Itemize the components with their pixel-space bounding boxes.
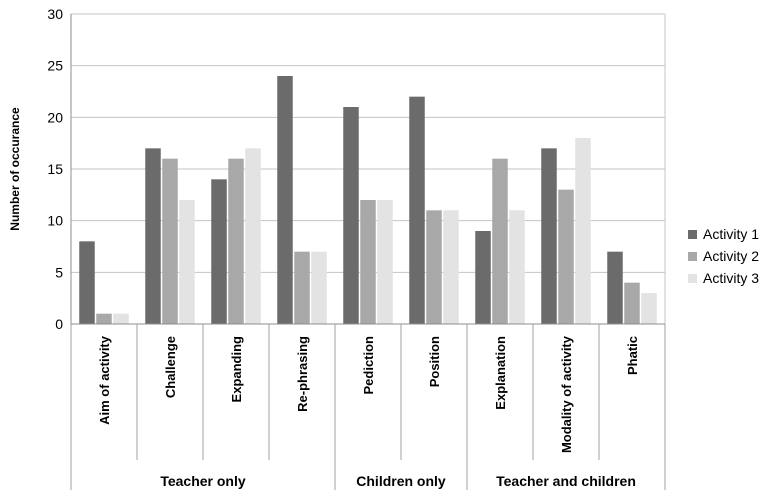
- y-tick-label: 25: [47, 58, 63, 74]
- legend-label: Activity 3: [703, 270, 759, 286]
- x-group-labels: Teacher only Children only Teacher and chi…: [160, 473, 636, 489]
- bar: [443, 210, 459, 324]
- x-group-label: Teacher and children: [496, 473, 636, 489]
- bar: [641, 293, 657, 324]
- y-tick-label: 15: [47, 161, 63, 177]
- bar: [377, 200, 393, 324]
- bar: [245, 148, 261, 324]
- bar: [294, 251, 310, 324]
- legend: Activity 1 Activity 2 Activity 3: [688, 226, 759, 286]
- bar: [343, 107, 359, 324]
- bars: [79, 76, 657, 325]
- bar: [492, 158, 508, 324]
- y-tick-label: 0: [55, 316, 63, 332]
- bar: [211, 179, 227, 324]
- y-tick-labels: 0 5 10 15 20 25 30: [47, 6, 63, 332]
- x-category-label: Explanation: [493, 336, 508, 410]
- x-category-label: Modality of activity: [559, 335, 574, 453]
- axes: [70, 14, 666, 490]
- bar: [409, 96, 425, 325]
- bar: [509, 210, 525, 324]
- x-category-labels: Aim of activity Challenge Expanding Re-phra…: [97, 335, 640, 453]
- x-category-label: Position: [427, 336, 442, 387]
- bar: [360, 200, 376, 324]
- legend-swatch: [688, 274, 697, 283]
- bar: [162, 158, 178, 324]
- bar: [311, 251, 327, 324]
- bar: [145, 148, 161, 324]
- x-group-label: Teacher only: [160, 473, 246, 489]
- y-tick-label: 30: [47, 6, 63, 22]
- legend-swatch: [688, 252, 697, 261]
- x-category-label: Aim of activity: [97, 335, 112, 425]
- bar: [607, 251, 623, 324]
- y-tick-label: 5: [55, 264, 63, 280]
- bar: [475, 231, 491, 324]
- x-category-label: Pediction: [361, 336, 376, 395]
- legend-swatch: [688, 230, 697, 239]
- bar: [541, 148, 557, 324]
- legend-label: Activity 2: [703, 248, 759, 264]
- bar: [558, 189, 574, 324]
- y-axis-label: Number of occurance: [8, 107, 22, 231]
- bar: [179, 200, 195, 324]
- x-category-label: Challenge: [163, 336, 178, 398]
- bar: [113, 313, 129, 324]
- x-category-label: Phatic: [625, 336, 640, 375]
- legend-label: Activity 1: [703, 226, 759, 242]
- bar: [624, 282, 640, 324]
- bar: [575, 138, 591, 324]
- bar: [228, 158, 244, 324]
- x-group-label: Children only: [356, 473, 446, 489]
- x-category-label: Expanding: [229, 336, 244, 403]
- bar: [277, 76, 293, 324]
- y-tick-label: 10: [47, 213, 63, 229]
- y-tick-label: 20: [47, 109, 63, 125]
- bar: [96, 313, 112, 324]
- x-category-label: Re-phrasing: [295, 336, 310, 412]
- bar: [79, 241, 95, 324]
- bar: [426, 210, 442, 324]
